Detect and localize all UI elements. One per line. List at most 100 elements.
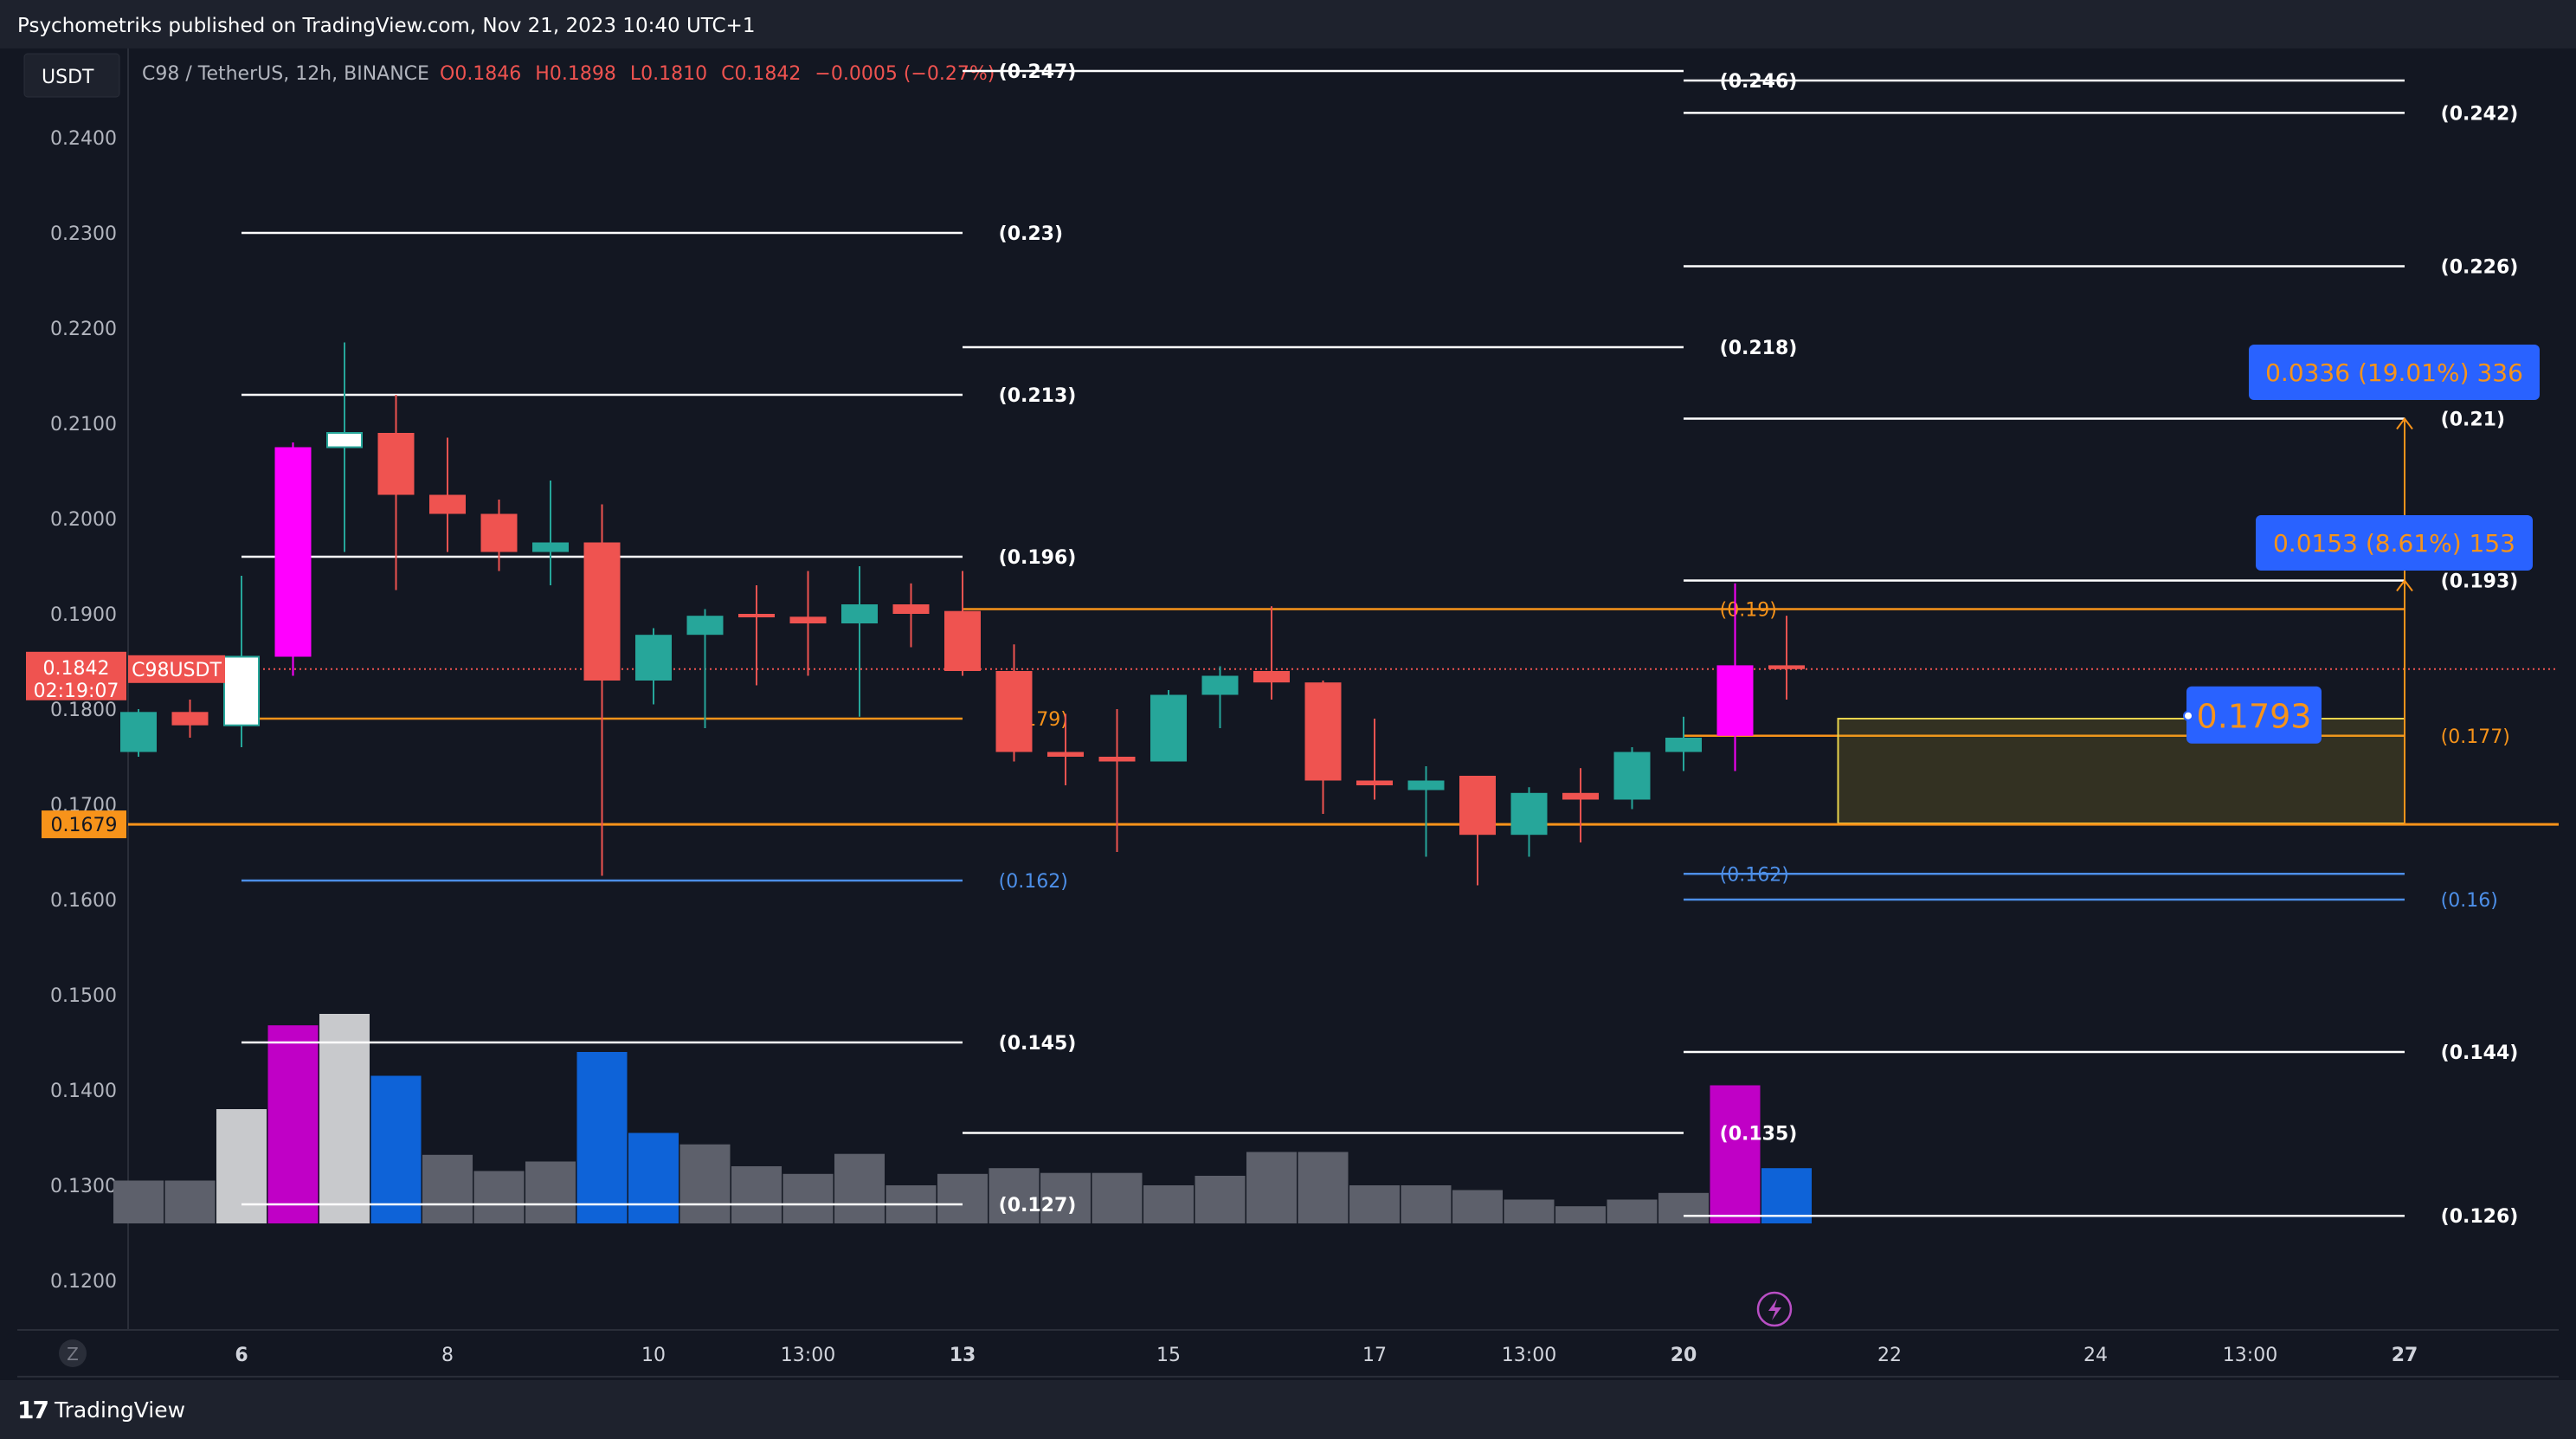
x-tick-label: 13:00 — [2223, 1345, 2277, 1366]
volume-bar — [113, 1180, 164, 1223]
candle-body — [429, 494, 466, 514]
y-tick-label: 0.2100 — [50, 414, 117, 436]
x-tick-label: 24 — [2083, 1345, 2108, 1366]
candle-body — [686, 616, 724, 636]
x-tick-label: 8 — [441, 1345, 454, 1366]
y-tick-label: 0.1900 — [50, 604, 117, 626]
volume-bar — [1761, 1168, 1812, 1223]
ohlc-values: O0.1846 H0.1898 L0.1810 C0.1842 −0.0005 (−0.… — [440, 63, 995, 85]
candle-body — [789, 616, 827, 623]
currency-selector[interactable] — [23, 53, 120, 98]
z-toggle-label: Z — [67, 1344, 79, 1365]
symbol-tag — [128, 655, 225, 683]
y-tick-label: 0.2400 — [50, 128, 117, 150]
volume-bar — [782, 1173, 834, 1223]
candle-body — [1665, 738, 1702, 752]
target-arrow-head — [2396, 578, 2413, 592]
candle-body — [841, 604, 878, 623]
volume-bar — [422, 1154, 473, 1223]
z-toggle-button[interactable] — [59, 1339, 87, 1367]
lightning-bolt-icon — [1768, 1299, 1781, 1320]
candle-body — [326, 432, 363, 448]
target-pill-label: 0.0336 (19.01%) 336 — [2265, 358, 2523, 387]
y-tick-label: 0.1400 — [50, 1081, 117, 1102]
fib-level-label: (0.19) — [1720, 600, 1777, 622]
candle-body — [274, 447, 312, 657]
price-chart[interactable]: USDT C98 / TetherUS, 12h, BINANCE O0.1846 H… — [0, 0, 2576, 1380]
y-tick-label: 0.1800 — [50, 700, 117, 721]
symbol-info: C98 / TetherUS, 12h, BINANCE — [142, 63, 429, 85]
target-pill — [2256, 515, 2533, 571]
fib-level-label: (0.247) — [999, 61, 1077, 83]
fib-level-label: (0.135) — [1720, 1124, 1798, 1145]
volume-bar — [164, 1180, 216, 1223]
x-tick-label: 13:00 — [781, 1345, 835, 1366]
volume-bar — [1246, 1152, 1297, 1223]
volume-bar — [525, 1161, 576, 1223]
footer-bar: 17 TradingView — [0, 1380, 2576, 1439]
candle-body — [1253, 671, 1290, 683]
volume-bar — [370, 1075, 422, 1223]
y-tick-label: 0.1600 — [50, 890, 117, 912]
candle-body — [1304, 682, 1342, 781]
candle-body — [120, 712, 157, 752]
entry-label-pill — [2186, 686, 2322, 744]
candle-body — [1407, 780, 1445, 790]
fib-level-label: (0.21) — [2441, 410, 2505, 431]
tradingview-logo-icon: 17 — [17, 1395, 49, 1424]
published-text: Psychometriks published on TradingView.c… — [17, 15, 756, 37]
candle-body — [1356, 780, 1393, 785]
volume-bar — [473, 1171, 525, 1223]
candle-body — [635, 635, 672, 681]
x-tick-label: 13:00 — [1502, 1345, 1556, 1366]
support-price-label: 0.1679 — [51, 815, 118, 836]
x-tick-label: 17 — [1362, 1345, 1387, 1366]
volume-bar — [628, 1132, 679, 1223]
entry-handle — [2183, 710, 2193, 721]
candle-body — [995, 671, 1033, 752]
volume-bar — [267, 1025, 319, 1223]
volume-bar — [1349, 1185, 1400, 1223]
volume-bar — [319, 1014, 370, 1223]
fib-level-label: (0.177) — [2441, 726, 2510, 748]
symbol-tag-label: C98USDT — [132, 660, 222, 681]
ohlc-value: C0.1842 — [721, 63, 801, 85]
fib-level-label: (0.126) — [2441, 1206, 2519, 1228]
volume-bar — [576, 1052, 628, 1223]
fib-level-label: (0.145) — [999, 1033, 1077, 1055]
fib-level-label: (0.218) — [1720, 338, 1798, 359]
x-tick-label: 27 — [2392, 1345, 2418, 1366]
volume-bar — [937, 1173, 988, 1223]
candle-body — [1459, 776, 1496, 836]
candle-body — [1150, 694, 1187, 762]
volume-bar — [216, 1109, 267, 1223]
fib-level-label: (0.127) — [999, 1195, 1077, 1216]
support-price-tag — [42, 810, 126, 839]
lightning-icon[interactable] — [1756, 1291, 1793, 1327]
candle-body — [532, 542, 569, 552]
volume-bar — [1040, 1172, 1091, 1223]
candle-body — [944, 610, 981, 671]
fib-level-label: (0.246) — [1720, 71, 1798, 93]
brand-name: TradingView — [54, 1397, 186, 1423]
x-tick-label: 20 — [1671, 1345, 1697, 1366]
target-pill — [2249, 345, 2540, 400]
published-header: Psychometriks published on TradingView.c… — [0, 0, 2576, 48]
candle-body — [377, 433, 415, 495]
candle-body — [171, 712, 209, 726]
volume-bar — [1452, 1190, 1503, 1223]
candle-body — [1047, 752, 1084, 757]
y-tick-label: 0.1500 — [50, 985, 117, 1007]
fib-level-label: (0.162) — [999, 871, 1068, 893]
x-tick-label: 10 — [641, 1345, 666, 1366]
volume-bar — [1195, 1176, 1246, 1223]
ohlc-value: O0.1846 — [440, 63, 521, 85]
volume-bar — [1092, 1172, 1143, 1223]
candle-body — [1201, 675, 1239, 695]
x-tick-label: 15 — [1156, 1345, 1181, 1366]
x-tick-label: 6 — [235, 1345, 248, 1366]
candle-countdown: 02:19:07 — [34, 681, 119, 702]
fib-level-label: (0.162) — [1720, 864, 1789, 886]
fib-level-label: (0.213) — [999, 385, 1077, 407]
x-tick-label: 13 — [950, 1345, 976, 1366]
